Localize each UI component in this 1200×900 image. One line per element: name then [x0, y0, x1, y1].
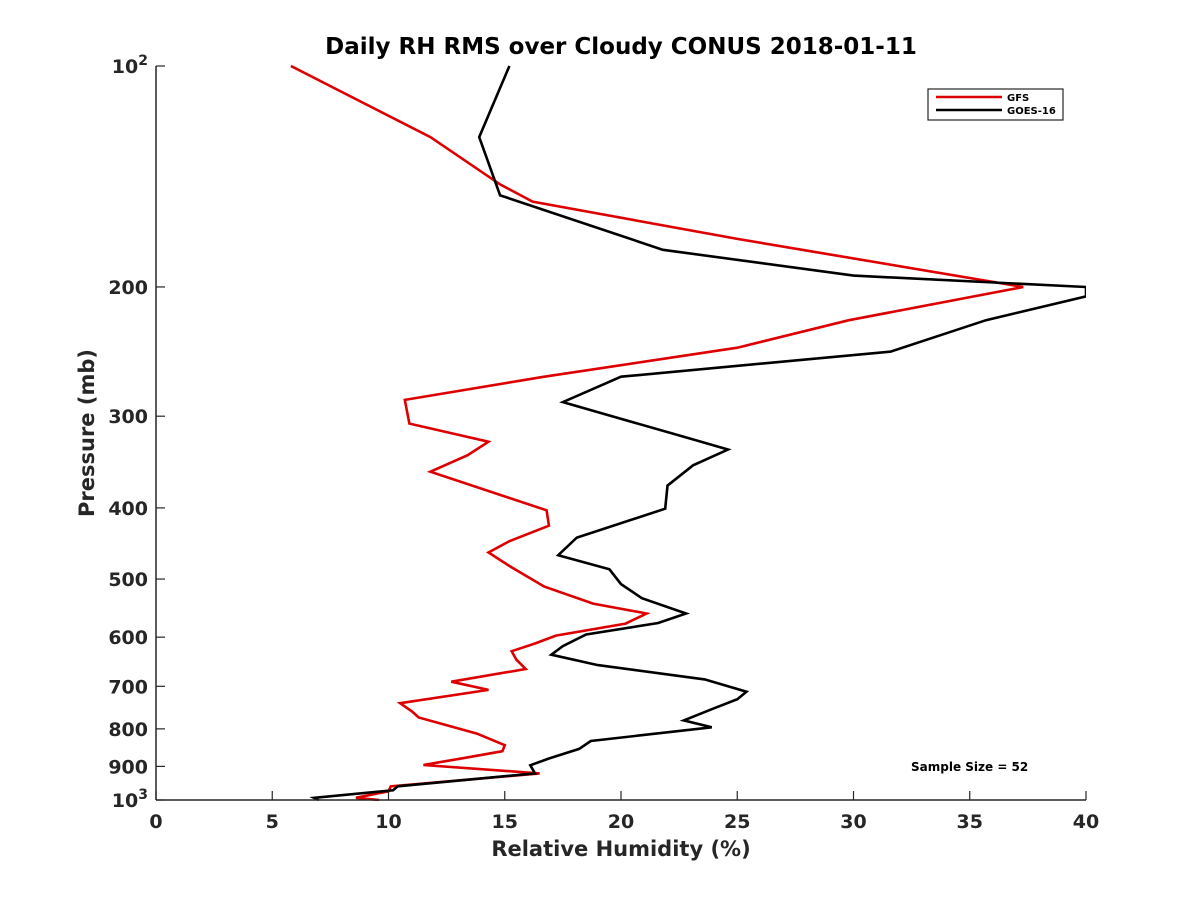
y-tick-label: 300: [108, 406, 148, 428]
x-axis-label: Relative Humidity (%): [491, 837, 750, 861]
plot-area: 0 5 10 15 20 25 30 35 40 102 200 300 400 500 600 700 80…: [108, 53, 1099, 833]
x-tick-label: 5: [266, 811, 279, 833]
series-line-gfs: [290, 65, 1024, 801]
x-tick-label: 40: [1073, 811, 1099, 833]
legend: GFS GOES-16: [927, 88, 1064, 121]
x-tick-label: 25: [724, 811, 750, 833]
x-ticks: 0 5 10 15 20 25 30 35 40: [149, 791, 1099, 833]
series-line-goes16: [309, 65, 1086, 801]
x-tick-label: 30: [840, 811, 866, 833]
sample-size-annotation: Sample Size = 52: [911, 760, 1028, 774]
legend-label-gfs: GFS: [1007, 93, 1029, 104]
y-tick-label: 400: [108, 498, 148, 520]
x-tick-label: 35: [957, 811, 983, 833]
x-tick-label: 0: [149, 811, 162, 833]
y-tick-label: 200: [108, 277, 148, 299]
chart-title: Daily RH RMS over Cloudy CONUS 2018-01-1…: [325, 34, 917, 60]
y-axis-label: Pressure (mb): [75, 349, 99, 517]
legend-label-goes16: GOES-16: [1007, 106, 1056, 117]
legend-box: [927, 88, 1064, 121]
y-tick-label: 500: [108, 569, 148, 591]
y-ticks: 102 200 300 400 500 600 700 800 900 103: [108, 53, 165, 812]
y-tick-label: 103: [112, 787, 148, 812]
y-tick-label: 800: [108, 719, 148, 741]
y-tick-label: 700: [108, 676, 148, 698]
y-tick-label: 900: [108, 756, 148, 778]
x-tick-label: 15: [492, 811, 518, 833]
y-tick-label: 102: [112, 53, 148, 78]
y-tick-label: 600: [108, 627, 148, 649]
series-layer: [290, 65, 1086, 801]
x-tick-label: 20: [608, 811, 634, 833]
x-tick-label: 10: [375, 811, 401, 833]
